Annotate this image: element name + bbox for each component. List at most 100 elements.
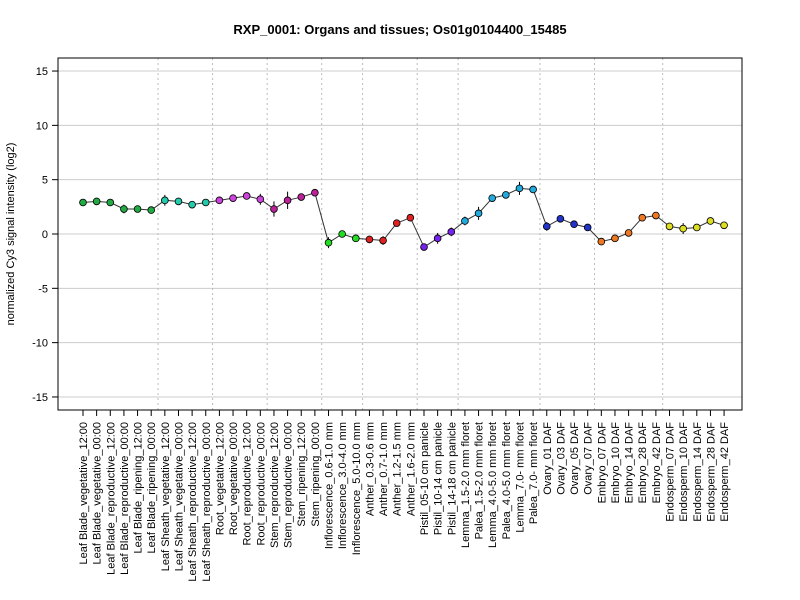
x-tick-label: Embryo_14 DAF: [624, 422, 636, 504]
data-point: [338, 230, 346, 238]
y-tick-label: 15: [36, 66, 48, 78]
series-line: [82, 187, 725, 248]
y-tick-label: -10: [32, 338, 48, 350]
y-axis-label: normalized Cy3 signal intensity (log2): [5, 143, 17, 326]
x-tick-label: Leaf Sheath_vegetative_12:00: [160, 422, 172, 571]
x-tick-label: Embryo_10 DAF: [610, 422, 622, 504]
data-point: [420, 243, 428, 251]
data-point: [665, 222, 674, 231]
x-tick-label: Leaf Blade_reproductive_12:00: [105, 422, 117, 575]
y-tick-label: -15: [32, 392, 48, 404]
x-tick-label: Leaf Sheath_vegetative_00:00: [173, 422, 185, 571]
x-tick-label: Endosperm_10 DAF: [678, 422, 690, 522]
data-point: [201, 198, 210, 207]
data-point: [679, 224, 687, 233]
data-point: [583, 223, 592, 232]
x-tick-label: Endosperm_14 DAF: [692, 422, 704, 522]
x-tick-label: Leaf Blade_ripening_00:00: [146, 422, 158, 554]
data-point: [106, 198, 115, 207]
data-point: [624, 229, 633, 237]
data-point: [379, 236, 387, 245]
grid-lines: [58, 70, 742, 398]
data-point: [92, 197, 101, 206]
data-point: [270, 205, 278, 213]
x-tick-label: Embryo_07 DAF: [596, 422, 608, 504]
x-tick-label: Root_reproductive_12:00: [242, 422, 254, 546]
data-point: [283, 196, 292, 205]
data-point: [652, 211, 660, 220]
data-point: [256, 195, 265, 204]
data-point: [406, 213, 415, 222]
x-tick-label: Ovary_07 DAF: [583, 422, 595, 495]
x-tick-label: Lemma_1.5-2.0 mm floret: [460, 422, 472, 548]
data-point: [351, 234, 360, 243]
x-tick-label: Palea_1.5-2.0 mm floret: [474, 422, 486, 539]
data-point: [242, 192, 251, 200]
data-point: [597, 237, 606, 246]
data-point: [120, 205, 128, 213]
data-point: [174, 197, 183, 206]
data-point: [324, 238, 333, 247]
x-tick-label: Embryo_42 DAF: [651, 422, 663, 504]
data-point: [502, 191, 510, 199]
x-tick-label: Anther_0.7-1.0 mm: [378, 422, 390, 516]
x-tick-label: Ovary_03 DAF: [555, 422, 567, 495]
chart-title: RXP_0001: Organs and tissues; Os01g01044…: [233, 22, 566, 37]
x-tick-label: Pistil_10-14 cm panicle: [433, 422, 445, 535]
data-point: [447, 228, 456, 236]
data-point: [638, 213, 647, 222]
data-point: [229, 194, 237, 202]
data-point: [433, 234, 442, 243]
y-tick-label: -5: [38, 283, 48, 295]
x-tick-label: Endosperm_07 DAF: [665, 422, 677, 522]
x-tick-label: Inflorescence_5.0-10.0 mm: [351, 422, 363, 555]
x-tick-label: Stem_reproductive_12:00: [269, 422, 281, 548]
x-tick-label: Leaf Blade_vegetative_00:00: [92, 422, 104, 565]
x-tick-label: Inflorescence_0.6-1.0 mm: [324, 422, 336, 549]
x-tick-label: Endosperm_28 DAF: [705, 422, 717, 522]
x-tick-label: Stem_reproductive_00:00: [283, 422, 295, 548]
x-tick-label: Leaf Blade_reproductive_00:00: [119, 422, 131, 575]
x-tick-label: Leaf Sheath_reproductive_12:00: [187, 422, 199, 582]
x-tick-label: Root_vegetative_12:00: [214, 422, 226, 535]
data-point: [611, 234, 619, 243]
data-point: [311, 188, 319, 197]
y-tick-label: 5: [42, 175, 48, 187]
x-axis: Leaf Blade_vegetative_12:00 Leaf Blade_ve…: [78, 410, 731, 582]
data-point: [706, 217, 715, 225]
x-tick-label: Pistil_14-18 cm panicle: [446, 422, 458, 535]
data-point: [461, 217, 469, 225]
x-tick-label: Leaf Blade_ripening_12:00: [133, 422, 145, 554]
x-tick-label: Ovary_05 DAF: [569, 422, 581, 495]
data-point: [133, 205, 142, 213]
x-tick-label: Stem_ripening_00:00: [310, 422, 322, 527]
x-tick-label: Ovary_01 DAF: [542, 422, 554, 495]
x-tick-label: Anther_1.2-1.5 mm: [392, 422, 404, 516]
x-tick-label: Leaf Blade_vegetative_12:00: [78, 422, 90, 565]
x-tick-label: Lemma_4.0-5.0 mm floret: [487, 422, 499, 548]
x-tick-label: Anther_0.3-0.6 mm: [364, 422, 376, 516]
x-tick-label: Endosperm_42 DAF: [719, 422, 731, 522]
x-tick-label: Root_reproductive_00:00: [255, 422, 267, 546]
x-tick-label: Embryo_28 DAF: [637, 422, 649, 504]
x-tick-label: Palea_7.0- mm floret: [528, 422, 540, 524]
data-point: [529, 185, 537, 194]
data-point: [147, 206, 156, 214]
data-point: [515, 184, 524, 193]
x-tick-label: Pistil_05-10 cm panicle: [419, 422, 431, 535]
data-point: [570, 220, 578, 229]
data-point: [215, 196, 224, 205]
data-point: [297, 193, 306, 201]
data-point: [188, 200, 196, 209]
x-tick-label: Lemma_7.0- mm floret: [514, 422, 526, 533]
y-tick-label: 0: [42, 229, 48, 241]
y-axis: -15 -10 -5 0 5 10 15: [32, 66, 58, 404]
data-point: [392, 219, 401, 227]
data-point: [161, 196, 169, 205]
x-tick-label: Anther_1.6-2.0 mm: [405, 422, 417, 516]
x-tick-label: Root_vegetative_00:00: [228, 422, 240, 535]
data-series: [79, 181, 728, 251]
x-tick-label: Palea_4.0-5.0 mm floret: [501, 422, 513, 539]
data-point: [720, 221, 728, 230]
